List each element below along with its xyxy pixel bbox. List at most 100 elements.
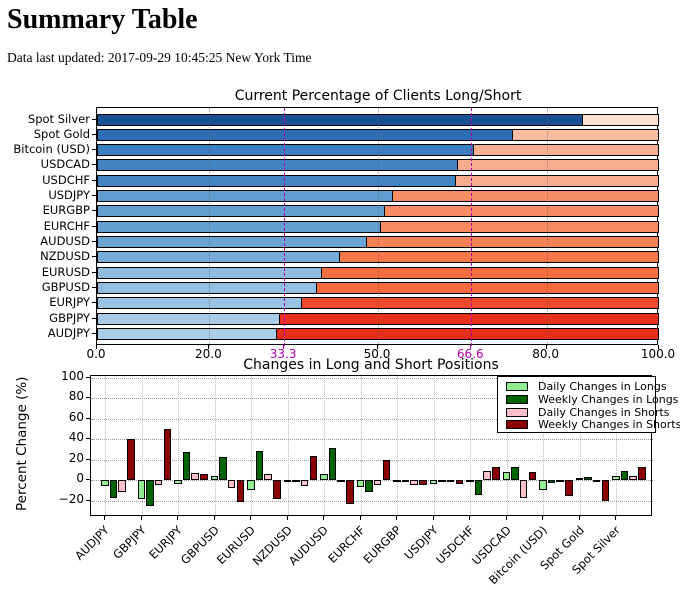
y-tick-label-0: 0 xyxy=(76,471,84,486)
v-gridline-Spot Gold xyxy=(579,376,581,517)
bar-Daily Changes in Shorts-Bitcoin (USD) xyxy=(556,480,564,483)
long-bar-USDCAD xyxy=(97,159,458,172)
v-gridline-Bitcoin (USD) xyxy=(543,376,544,517)
y-tick xyxy=(92,271,96,273)
y-axis-label-USDJPY: USDJPY xyxy=(48,188,90,203)
x-tick xyxy=(545,345,547,349)
bar-Weekly Changes in Longs-NZDUSD xyxy=(292,480,300,483)
long-bar-EURJPY xyxy=(97,297,303,310)
bar-Daily Changes in Shorts-EURCHF xyxy=(373,480,382,486)
v-gridline-Spot Silver xyxy=(616,376,617,517)
last-updated-text: Data last updated: 2017-09-29 10:45:25 N… xyxy=(7,50,312,65)
bar-Weekly Changes in Longs-USDCAD xyxy=(511,466,519,481)
long-bar-GBPJPY xyxy=(97,312,281,325)
long-bar-EURGBP xyxy=(97,205,386,218)
page-title: Summary Table xyxy=(7,4,198,35)
v-gridline-EURCHF xyxy=(360,376,362,517)
v-gridline-USDJPY xyxy=(433,376,435,517)
long-bar-EURCHF xyxy=(97,220,381,233)
bar-Weekly Changes in Longs-USDCHF xyxy=(474,480,483,495)
legend-item-Daily Changes in Shorts: Daily Changes in Shorts xyxy=(498,406,669,419)
bar-Weekly Changes in Shorts-GBPJPY xyxy=(163,429,172,481)
y-tick xyxy=(86,377,90,379)
chart2-y-axis-label: Percent Change (%) xyxy=(14,376,30,511)
y-tick xyxy=(92,118,96,120)
bar-Weekly Changes in Shorts-GBPUSD xyxy=(236,480,245,502)
y-tick xyxy=(92,287,96,289)
x-tick xyxy=(323,516,324,520)
x-tick-label-33.3: 33.3 xyxy=(269,347,297,361)
bar-Daily Changes in Longs-Bitcoin (USD) xyxy=(539,480,547,491)
bar-Daily Changes in Longs-GBPJPY xyxy=(137,480,146,499)
long-bar-GBPUSD xyxy=(97,282,318,295)
short-bar-EURGBP xyxy=(385,205,659,218)
v-gridline-EURJPY xyxy=(178,376,179,517)
bar-Daily Changes in Longs-USDCAD xyxy=(502,472,511,481)
v-gridline-GBPJPY xyxy=(141,376,143,517)
y-tick xyxy=(92,225,96,227)
y-axis-label-NZDUSD: NZDUSD xyxy=(40,249,90,264)
chart2-title: Changes in Long and Short Positions xyxy=(243,357,499,373)
y-axis-label-GBPJPY: GBPJPY xyxy=(49,310,90,325)
legend-item-Daily Changes in Longs: Daily Changes in Longs xyxy=(498,380,667,393)
y-tick xyxy=(92,241,96,243)
bar-Daily Changes in Shorts-USDJPY xyxy=(446,480,455,483)
x-tick xyxy=(359,516,361,520)
gridline-50 xyxy=(378,108,379,346)
bar-Daily Changes in Shorts-AUDJPY xyxy=(118,480,126,493)
bar-Weekly Changes in Shorts-EURCHF xyxy=(382,459,391,481)
bar-Weekly Changes in Shorts-Spot Silver xyxy=(638,466,646,481)
y-axis-label-EURGBP: EURGBP xyxy=(42,203,90,218)
bar-Daily Changes in Longs-AUDUSD xyxy=(320,474,328,481)
y-tick-label-20: 20 xyxy=(68,450,84,465)
x-tick xyxy=(658,345,659,349)
bar-Daily Changes in Longs-USDJPY xyxy=(429,480,438,485)
bar-Weekly Changes in Longs-GBPJPY xyxy=(146,480,154,506)
bar-Weekly Changes in Shorts-EURGBP xyxy=(419,480,427,486)
x-tick xyxy=(505,516,507,520)
legend-swatch xyxy=(506,382,528,391)
y-tick xyxy=(86,397,90,399)
long-bar-NZDUSD xyxy=(97,251,340,264)
sentiment-stacked-bar-chart xyxy=(96,107,659,346)
bar-Weekly Changes in Longs-AUDJPY xyxy=(109,480,118,498)
y-tick xyxy=(92,210,96,212)
y-tick-label-100: 100 xyxy=(61,369,84,384)
h-gridline-40 xyxy=(91,439,653,441)
short-bar-EURJPY xyxy=(302,297,659,310)
y-axis-label-EURJPY: EURJPY xyxy=(49,295,90,310)
y-axis-label-Spot Gold: Spot Gold xyxy=(33,126,90,141)
x-tick xyxy=(615,516,616,520)
long-bar-Spot Gold xyxy=(97,128,513,141)
gridline-20 xyxy=(209,108,211,346)
legend-swatch xyxy=(506,420,528,430)
bar-Weekly Changes in Longs-AUDUSD xyxy=(328,447,337,481)
y-axis-label-Bitcoin (USD): Bitcoin (USD) xyxy=(13,142,90,157)
h-gridline-80 xyxy=(91,398,653,400)
bar-Daily Changes in Longs-USDCHF xyxy=(466,480,474,483)
gridline-80 xyxy=(546,108,548,346)
bar-Weekly Changes in Shorts-NZDUSD xyxy=(309,455,318,481)
bar-Daily Changes in Shorts-EURUSD xyxy=(264,474,272,481)
x-tick-label-80.0: 80.0 xyxy=(532,347,559,361)
bar-Weekly Changes in Shorts-EURJPY xyxy=(200,474,208,481)
x-tick xyxy=(250,516,251,520)
bar-Daily Changes in Shorts-AUDUSD xyxy=(337,480,345,483)
bar-Weekly Changes in Longs-Spot Silver xyxy=(620,471,629,481)
bar-Weekly Changes in Longs-EURUSD xyxy=(255,450,264,481)
bar-Weekly Changes in Shorts-AUDUSD xyxy=(346,480,354,504)
h-gridline-60 xyxy=(91,418,653,420)
long-bar-Spot Silver xyxy=(97,113,583,126)
x-tick-label-20.0: 20.0 xyxy=(195,347,222,361)
bar-Daily Changes in Longs-AUDJPY xyxy=(101,480,109,487)
short-bar-USDJPY xyxy=(393,190,659,203)
short-bar-Bitcoin (USD) xyxy=(473,144,659,157)
x-tick-label-100.0: 100.0 xyxy=(640,347,676,361)
x-tick-label-66.6: 66.6 xyxy=(456,347,484,361)
short-bar-EURCHF xyxy=(380,220,659,233)
bar-Daily Changes in Shorts-Spot Gold xyxy=(592,480,601,483)
bar-Daily Changes in Shorts-GBPUSD xyxy=(227,480,236,489)
legend-item-Weekly Changes in Longs: Weekly Changes in Longs xyxy=(498,393,678,406)
short-bar-USDCHF xyxy=(456,174,659,187)
